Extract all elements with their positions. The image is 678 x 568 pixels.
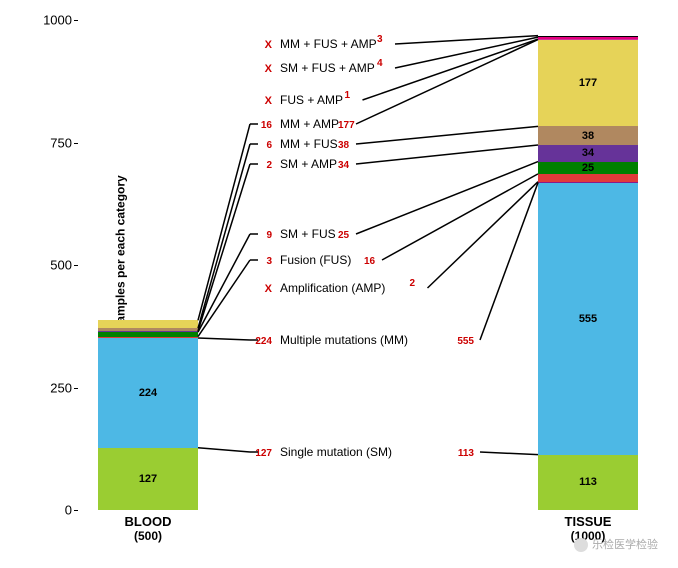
- y-tick-mark: [74, 143, 78, 144]
- y-tick-mark: [74, 265, 78, 266]
- segment-FUS: [98, 337, 198, 338]
- watermark: 乐检医学检验: [574, 536, 658, 552]
- segment-SMFA: [538, 37, 638, 39]
- segment-SM: [538, 455, 638, 510]
- chart-container: Number of samples per each category 0250…: [10, 10, 668, 558]
- y-tick-label: 500: [38, 258, 72, 273]
- segment-FUS: [538, 174, 638, 182]
- y-tick-mark: [74, 510, 78, 511]
- segment-SMAMP: [98, 331, 198, 332]
- y-tick-label: 1000: [38, 13, 72, 28]
- y-tick-mark: [74, 388, 78, 389]
- segment-MMFUS: [538, 126, 638, 145]
- segment-MM: [98, 338, 198, 448]
- segment-MMFUS: [98, 328, 198, 331]
- segment-SMFUS: [538, 162, 638, 174]
- segment-MMAMP: [538, 40, 638, 127]
- y-tick-label: 750: [38, 135, 72, 150]
- logo-icon: [574, 538, 588, 552]
- plot-area: 02505007501000127224BLOOD(500)1135552534…: [78, 20, 658, 510]
- y-tick-mark: [74, 20, 78, 21]
- segment-MM: [538, 183, 638, 455]
- segment-MMFA: [538, 36, 638, 37]
- segment-AMP: [538, 182, 638, 183]
- segment-SMAMP: [538, 145, 638, 162]
- x-axis-label: BLOOD(500): [88, 514, 208, 543]
- segment-SM: [98, 448, 198, 510]
- segment-SMFUS: [98, 332, 198, 336]
- y-tick-label: 250: [38, 380, 72, 395]
- segment-MMAMP: [98, 320, 198, 328]
- y-tick-label: 0: [38, 503, 72, 518]
